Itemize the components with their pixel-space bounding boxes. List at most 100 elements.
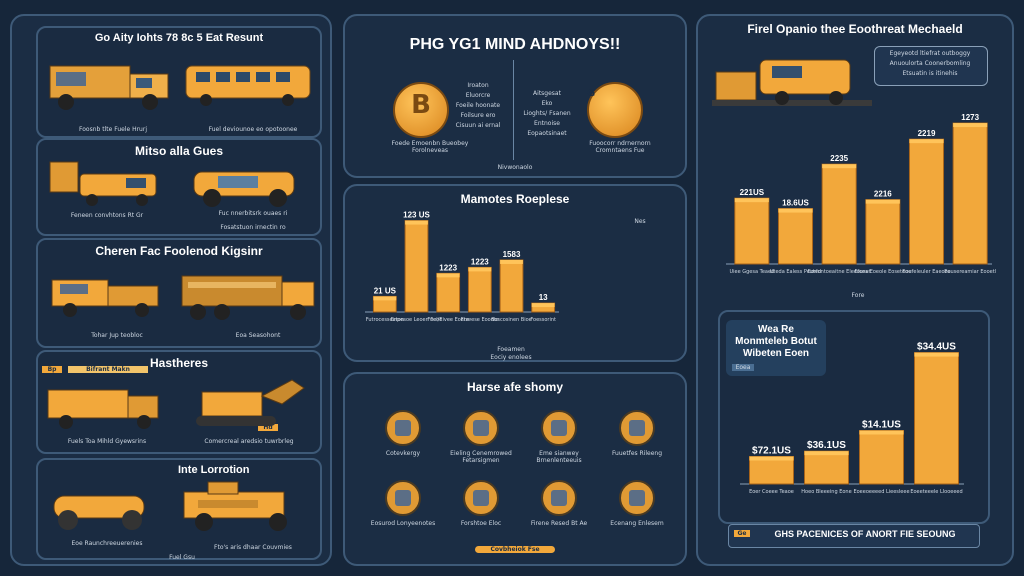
axis-caption: Fore [851,292,865,299]
data-label: 13 [539,293,548,302]
bar-top [436,273,460,278]
footer-text: GHS PACENICES OF ANORT FIE SEOUNG [774,529,956,539]
coin-caption: Fuoocorr ndrnernorn Cromntaens Fue [589,140,651,154]
section-title: Inte Lorrotion [178,464,250,476]
right-top-note [874,46,988,86]
section-caption: Eoe Raunchreeuerenies [71,540,143,547]
right-bottom-bar-chart: $72.1US Eoer Coeee Teaoe $36.1US Hoeo Bleee… [740,342,964,495]
category-icon [541,480,577,516]
coin-note: Cisuun ai ernal [455,122,501,129]
bar [436,272,461,313]
category-label: Futrocesseeton [366,317,404,323]
section-caption: Tohar Jup teobloc [91,332,143,339]
section-badge: Hd [258,424,278,431]
bar [467,266,492,313]
data-label: $34.4US [917,342,956,353]
bar [777,208,814,265]
note-line: Anuoulorta Coonerbomling [889,60,971,67]
bar [914,352,959,485]
data-label: 18.6US [782,199,809,208]
bar [952,122,988,265]
category-label: Enpesoe Leoen Feoe [391,317,442,323]
category-label: Enwese Eoonte [461,317,499,323]
category-label: Eoeeteeele Llooeeed [910,489,962,495]
category-label: Uiee Ggesa Teaed [729,269,774,275]
category-label: Fuel/Eivee Eoete [427,317,469,323]
middle-top-panel: PHG YG1 MIND AHDNOYS!! B Iroaton Eluorcr… [343,14,687,178]
category-label: Eoeeoeeeed Lieesleee [853,489,909,495]
section-title: Mitso alla Gues [134,144,224,158]
page-title: PHG YG1 MIND AHDNOYS!! [409,36,621,53]
coin-left-letter: B [411,90,431,120]
bar-top [373,296,397,301]
category-label: Eousereamiar Eooetl [944,269,996,275]
section-caption: Comercreal aredsio tuwrbrleg [204,438,294,445]
note-line: Egeyeotd ltiefrat outboggy [889,50,971,57]
middle-bar-chart: 21 US Futrocesseeton 123 US Enpesoe Leoen F… [365,211,559,323]
tow-truck-icon [51,279,159,317]
axis-caption: Nivwonaolo [497,164,533,171]
data-label: 123 US [403,211,430,220]
truck-icon [49,65,169,110]
bottom-footer: Covbheiok Fse [475,546,555,553]
category-icon [385,410,421,446]
footer-note: Fuel Gsu [169,554,195,561]
coin-note: Eko [541,100,553,107]
bus-icon [185,65,311,106]
coin-note: Eopaotsinaet [527,130,567,137]
category-label: Bcscosinen Bioe [491,317,532,323]
data-label: 1223 [471,257,489,266]
section-badge: Bp [42,366,62,373]
data-label: $36.1US [807,440,846,451]
semi-truck-icon [181,275,315,320]
coin-note: Entnoise [534,120,560,127]
heavy-truck-icon [183,481,287,531]
chart-footer: Eociy enolees [490,354,532,361]
chart-footer: Foeamen [497,346,525,353]
coin-note: Iroaton [467,82,489,89]
data-label: 2235 [830,154,848,163]
category-label: Eosurod Lonyeenotes [370,520,436,527]
bottom-title: Harse afe shomy [466,380,564,394]
callout-line: Monmteleb Botut [735,336,817,347]
left-section-5: Inte Lorrotion Eoe Raunchreeuerenies Fto… [36,458,322,560]
bar-top [865,199,900,204]
category-label: Foessorint [530,317,556,323]
data-label: $14.1US [862,420,901,431]
data-label: 1223 [439,263,457,272]
category-label: Forshtoe Eloc [460,520,502,527]
category-icon [385,480,421,516]
footer-tag: Ge [734,530,750,537]
left-section-3: Cheren Fac Foolenod Kigsinr Tohar Jup te… [36,238,322,348]
bar [404,220,429,313]
left-section-2: Mitso alla Gues Feneen convhtons Rt Gr F… [36,138,322,236]
section-caption: Foosnb tlte Fuele Hrurj [79,126,147,133]
category-label: Cotevkergy [385,450,421,457]
section-caption: Fto's aris dhaar Couvmies [214,544,292,551]
section-caption: Eoa Seasohont [235,332,281,339]
section-caption: Feneen convhtons Rt Gr [70,212,144,219]
bar [734,197,770,265]
category-label: Uteda Ealess Peuted [770,269,821,275]
bar-top [953,123,988,128]
bar-top [914,352,959,357]
left-section-1: Go Aity Iohts 78 8c 5 Eat Resunt Foosnb … [36,26,322,138]
category-label: Fuuetfes Rileeng [611,450,663,457]
category-icon [619,480,655,516]
bar [804,450,849,485]
left-column-panel: Go Aity Iohts 78 8c 5 Eat Resunt Foosnb … [10,14,332,566]
callout-line: Wea Re [758,324,794,335]
coin-left-icon [393,82,449,138]
category-label: Eoer Coeee Teaoe [749,489,794,495]
right-top-bar-chart: 221US Uiee Ggesa Teaed 18.6US Uteda Ealess … [726,113,996,275]
category-label: Firene Resed Bt Ae [530,520,588,527]
excavator-icon [196,379,305,426]
coin-caption: Foede Emoenbn Bueobey Forolneveas [391,140,469,154]
data-label: 21 US [374,286,397,295]
roller-icon [53,495,145,530]
bar-top [909,139,944,144]
coin-right-letter: G [587,88,596,99]
section-title: Go Aity Iohts 78 8c 5 Eat Resunt [94,32,264,44]
bar-top [405,220,428,225]
data-label: $72.1US [752,445,791,456]
